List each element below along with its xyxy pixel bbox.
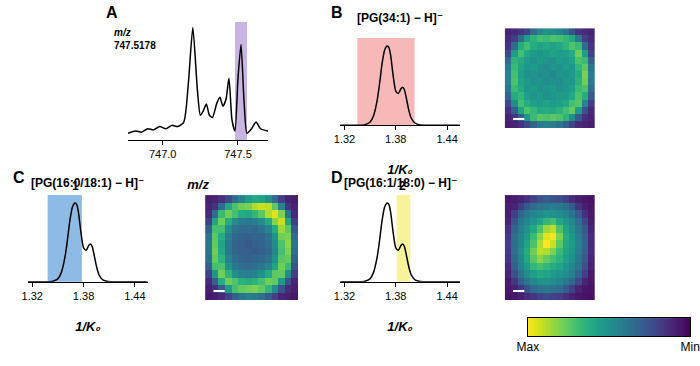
- svg-text:747.5: 747.5: [224, 148, 252, 160]
- svg-text:m/z747.5178: m/z747.5178: [114, 27, 156, 51]
- svg-text:[PG(16:0/18:1) − H]⁻: [PG(16:0/18:1) − H]⁻: [31, 176, 144, 190]
- svg-text:D: D: [331, 169, 343, 186]
- svg-text:1.38: 1.38: [385, 290, 406, 302]
- svg-text:1.44: 1.44: [124, 290, 145, 302]
- svg-text:1.38: 1.38: [385, 133, 406, 145]
- svg-text:1.38: 1.38: [73, 290, 94, 302]
- svg-text:2: 2: [399, 179, 406, 193]
- svg-text:747.0: 747.0: [149, 148, 177, 160]
- svg-text:1.32: 1.32: [22, 290, 43, 302]
- svg-text:Min: Min: [681, 340, 700, 354]
- svg-text:1/K₀: 1/K₀: [75, 319, 100, 334]
- svg-text:[PG(16:1/18:0) − H]⁻: [PG(16:1/18:0) − H]⁻: [344, 176, 457, 190]
- svg-text:m/z: m/z: [187, 177, 209, 192]
- svg-text:A: A: [106, 4, 118, 21]
- svg-text:[PG(34:1) − H]⁻: [PG(34:1) − H]⁻: [357, 11, 443, 25]
- svg-text:1/K₀: 1/K₀: [387, 319, 412, 334]
- svg-text:1.44: 1.44: [436, 133, 457, 145]
- svg-text:1.44: 1.44: [436, 290, 457, 302]
- svg-text:B: B: [331, 4, 343, 21]
- svg-text:1.32: 1.32: [334, 290, 355, 302]
- svg-text:C: C: [13, 169, 25, 186]
- svg-text:1: 1: [72, 179, 79, 193]
- svg-text:Max: Max: [516, 340, 539, 354]
- svg-text:1.32: 1.32: [334, 133, 355, 145]
- svg-text:1/K₀: 1/K₀: [387, 162, 412, 177]
